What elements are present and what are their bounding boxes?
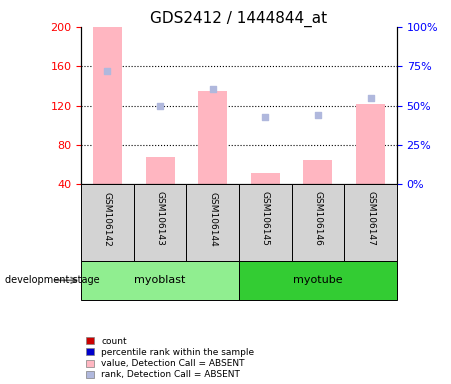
Text: GSM106146: GSM106146	[313, 192, 322, 246]
Bar	[93, 27, 122, 184]
Text: myotube: myotube	[293, 275, 343, 285]
Bar	[81, 261, 239, 300]
Bar	[251, 172, 280, 184]
Bar	[81, 184, 134, 261]
Text: GSM106142: GSM106142	[103, 192, 112, 246]
Text: development stage: development stage	[5, 275, 99, 285]
Text: GSM106147: GSM106147	[366, 192, 375, 246]
Text: GSM106145: GSM106145	[261, 192, 270, 246]
Point	[104, 68, 111, 74]
Text: myoblast: myoblast	[134, 275, 186, 285]
Bar	[239, 261, 397, 300]
Text: GSM106144: GSM106144	[208, 192, 217, 246]
Bar	[146, 157, 175, 184]
Point	[367, 95, 374, 101]
Title: GDS2412 / 1444844_at: GDS2412 / 1444844_at	[151, 11, 327, 27]
Bar	[239, 184, 292, 261]
Point	[209, 86, 216, 92]
Text: GSM106143: GSM106143	[156, 192, 165, 246]
Bar	[292, 184, 344, 261]
Bar	[186, 184, 239, 261]
Bar	[356, 104, 385, 184]
Bar	[198, 91, 227, 184]
Point	[262, 114, 269, 121]
Point	[156, 103, 164, 109]
Bar	[344, 184, 397, 261]
Point	[314, 113, 322, 119]
Legend: count, percentile rank within the sample, value, Detection Call = ABSENT, rank, : count, percentile rank within the sample…	[86, 337, 254, 379]
Bar	[134, 184, 186, 261]
Bar	[304, 160, 332, 184]
